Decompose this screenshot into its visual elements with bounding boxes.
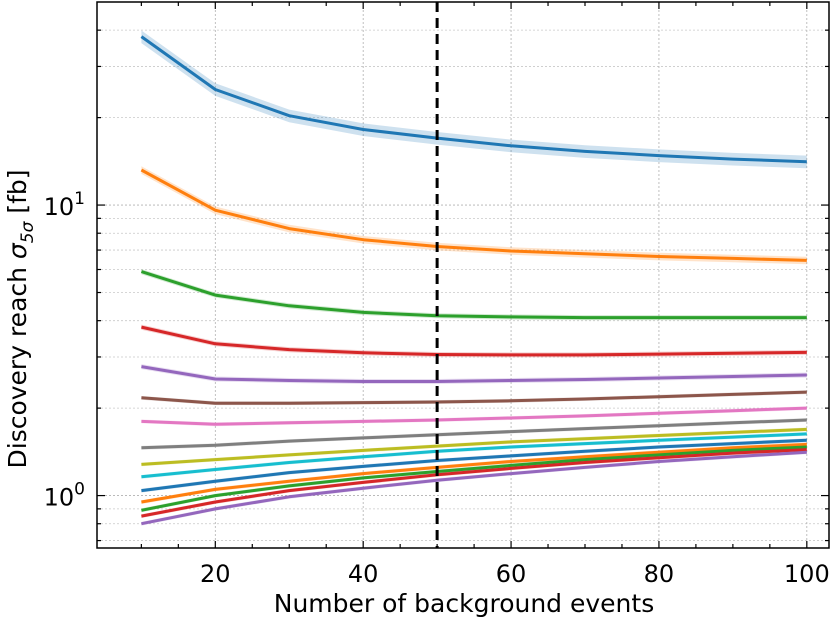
grid-layer: [97, 2, 829, 548]
series-line-14: [141, 448, 807, 518]
x-tick-label: 20: [200, 560, 231, 588]
y-axis-label: Discovery reach σ5σ [fb]: [3, 169, 38, 468]
series-line-8: [141, 418, 807, 450]
y-axis-label-unit: [fb]: [3, 169, 32, 221]
series-line-3: [140, 270, 807, 320]
series-line-2: [140, 168, 807, 262]
series-line-4: [141, 325, 807, 357]
series-line-12: [141, 442, 807, 504]
series-line-11: [141, 438, 807, 493]
x-tick-label: 60: [496, 560, 527, 588]
tick-layer: [97, 2, 829, 548]
series-line-7: [141, 406, 807, 426]
series-line-9: [141, 427, 807, 466]
x-tick-label: 80: [644, 560, 675, 588]
series-band-6: [141, 390, 807, 406]
y-tick-label: 101: [44, 189, 85, 221]
line-layer: [140, 35, 807, 526]
series-line-15: [141, 450, 807, 526]
label-layer: 20 40 60 80 100 100 101: [44, 189, 830, 588]
series-line-10: [141, 432, 807, 479]
series-line-5: [141, 365, 807, 383]
series-line-6: [141, 390, 807, 405]
series-line-13: [141, 445, 807, 512]
y-axis-label-sub: 5σ: [18, 220, 38, 243]
x-tick-label: 40: [348, 560, 379, 588]
x-tick-label: 100: [784, 560, 830, 588]
x-axis-label: Number of background events: [274, 589, 654, 618]
y-axis-label-main: Discovery reach: [3, 259, 32, 468]
y-tick-label: 100: [44, 480, 85, 512]
series-line-1: [140, 35, 807, 164]
series-band-3: [141, 269, 807, 321]
y-axis-label-sigma: σ: [3, 242, 32, 259]
plot-frame: [96, 1, 830, 549]
